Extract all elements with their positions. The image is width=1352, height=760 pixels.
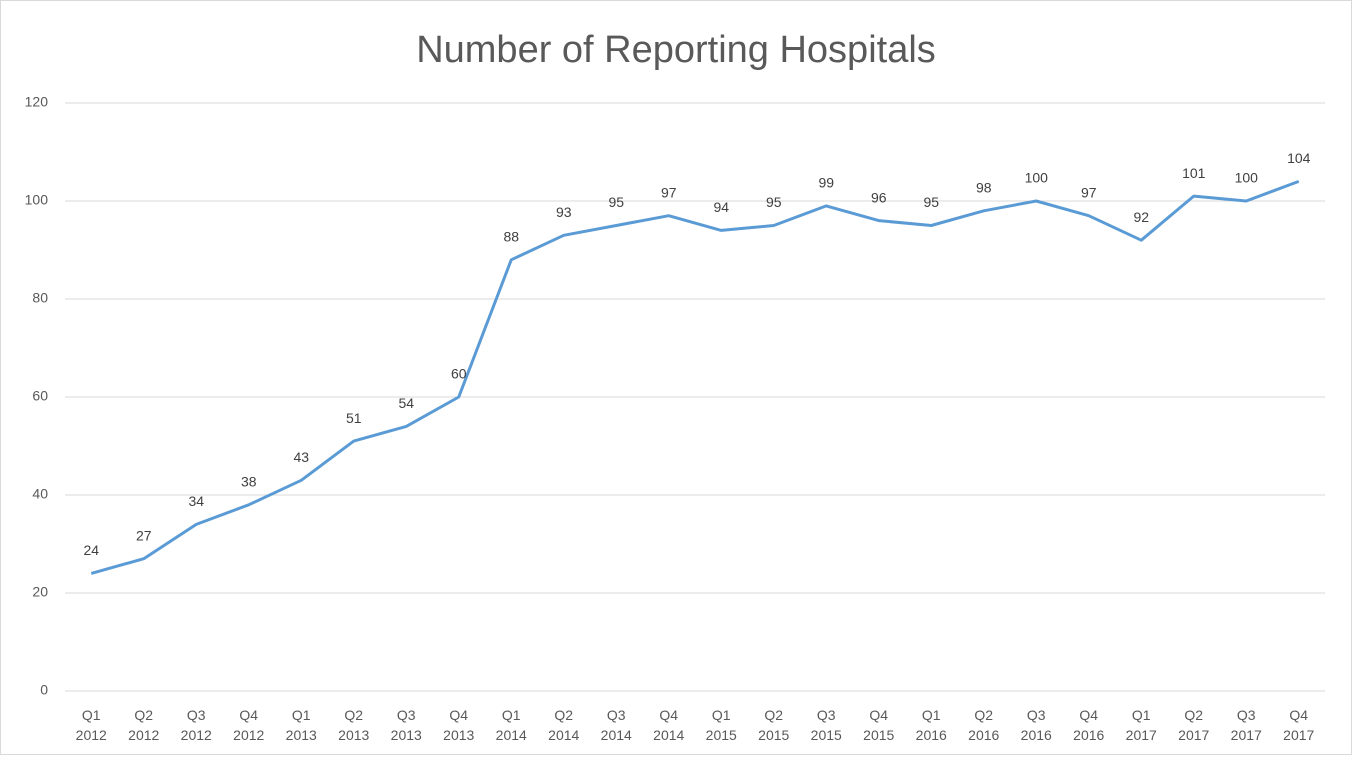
y-tick-label: 40 <box>32 486 48 502</box>
x-tick-label: Q1 2015 <box>706 707 737 743</box>
x-tick-label: Q4 2016 <box>1073 707 1104 743</box>
data-label: 100 <box>1025 170 1049 186</box>
x-tick-label: Q1 2013 <box>286 707 317 743</box>
y-tick-label: 0 <box>40 682 48 698</box>
x-tick-label: Q4 2012 <box>233 707 264 743</box>
data-line <box>90 179 1300 575</box>
data-label: 93 <box>556 204 572 220</box>
data-label: 97 <box>1081 184 1097 200</box>
y-tick-label: 20 <box>32 584 48 600</box>
x-tick-label: Q3 2015 <box>811 707 842 743</box>
x-tick-label: Q1 2016 <box>916 707 947 743</box>
x-tick-label: Q4 2015 <box>863 707 894 743</box>
x-tick-label: Q1 2014 <box>496 707 527 743</box>
data-label: 98 <box>976 180 992 196</box>
data-label: 95 <box>766 194 782 210</box>
y-tick-label: 120 <box>25 94 49 110</box>
y-tick-label: 100 <box>25 192 49 208</box>
x-tick-label: Q4 2014 <box>653 707 684 743</box>
x-tick-label: Q2 2016 <box>968 707 999 743</box>
x-tick-label: Q3 2016 <box>1021 707 1052 743</box>
data-label: 104 <box>1287 150 1311 166</box>
data-label: 100 <box>1235 170 1259 186</box>
x-tick-label: Q2 2017 <box>1178 707 1209 743</box>
data-label: 51 <box>346 410 362 426</box>
y-tick-label: 60 <box>32 388 48 404</box>
data-label: 96 <box>871 189 887 205</box>
x-tick-label: Q1 2017 <box>1126 707 1157 743</box>
x-tick-label: Q2 2012 <box>128 707 159 743</box>
x-tick-label: Q2 2015 <box>758 707 789 743</box>
data-label: 88 <box>503 229 519 245</box>
y-tick-label: 80 <box>32 290 48 306</box>
x-tick-label: Q3 2013 <box>391 707 422 743</box>
x-tick-label: Q1 2012 <box>76 707 107 743</box>
x-tick-label: Q3 2017 <box>1231 707 1262 743</box>
x-tick-label: Q4 2013 <box>443 707 474 743</box>
data-label: 101 <box>1182 165 1206 181</box>
x-tick-label: Q3 2012 <box>181 707 212 743</box>
data-label: 94 <box>713 199 729 215</box>
data-label: 99 <box>818 175 834 191</box>
x-tick-label: Q4 2017 <box>1283 707 1314 743</box>
data-label: 92 <box>1133 209 1149 225</box>
chart-title: Number of Reporting Hospitals <box>416 29 936 71</box>
data-label: 24 <box>83 542 99 558</box>
data-label: 27 <box>136 527 152 543</box>
data-label: 34 <box>188 493 204 509</box>
data-label: 95 <box>608 194 624 210</box>
x-tick-label: Q2 2013 <box>338 707 369 743</box>
data-label: 95 <box>923 194 939 210</box>
x-tick-label: Q2 2014 <box>548 707 579 743</box>
data-label: 43 <box>293 449 309 465</box>
x-tick-label: Q3 2014 <box>601 707 632 743</box>
data-label: 38 <box>241 474 257 490</box>
data-label: 97 <box>661 184 677 200</box>
data-label: 54 <box>398 395 414 411</box>
data-label: 60 <box>451 366 467 382</box>
